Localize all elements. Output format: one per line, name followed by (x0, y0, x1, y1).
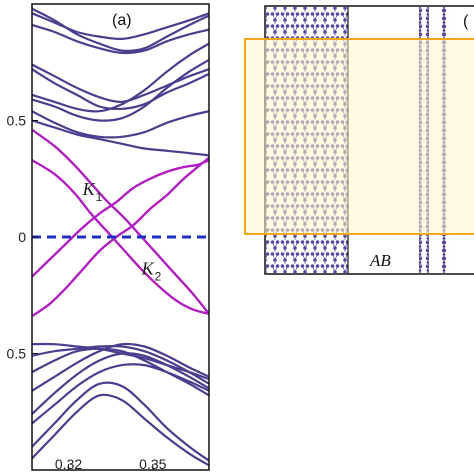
panel-b-label: ( (463, 13, 469, 30)
bulk-band-7 (32, 58, 209, 122)
y-tick-label: 0 (18, 229, 26, 245)
annotation-k2: K (141, 258, 155, 278)
bulk-band-5 (32, 68, 209, 111)
annotation-k1: K (82, 179, 96, 199)
bulk-band-4 (32, 63, 209, 104)
bulk-bands (32, 7, 209, 467)
edge-band-1 (32, 159, 209, 316)
bulk-band-15 (32, 347, 209, 397)
band-annotations: K 1K 2 (82, 179, 162, 283)
y-tick-label: 0.5 (7, 113, 27, 129)
bulk-band-9 (32, 119, 209, 157)
edge-band-2 (32, 128, 209, 315)
x-ticks: 0.32 0.35 (55, 456, 167, 472)
y-ticks: 0.5 0 0.5 (7, 113, 38, 362)
bulk-band-16 (32, 342, 209, 381)
plot-area (32, 4, 209, 470)
bulk-band-17 (32, 344, 209, 385)
panel-a-label: (a) (112, 12, 132, 29)
bulk-band-2 (32, 12, 209, 41)
bulk-band-10 (32, 393, 209, 467)
edge-bands (32, 128, 209, 318)
bulk-band-14 (32, 342, 209, 392)
bulk-band-6 (32, 42, 209, 113)
bulk-band-12 (32, 363, 209, 425)
y-tick-label: 0.5 (7, 346, 27, 362)
edge-band-4 (32, 156, 209, 318)
bulk-band-3 (32, 23, 209, 55)
x-tick-label: 0.35 (139, 456, 166, 472)
panel-a: 0.500.5 0.32 0.35 K 1K 2 (a) (7, 3, 210, 472)
panel-b: ( AB (244, 5, 474, 275)
bulk-band-8 (32, 110, 209, 139)
x-tick-label: 0.32 (55, 456, 82, 472)
annotation-k2-subscript: 2 (155, 269, 162, 283)
stacking-label: AB (369, 251, 391, 270)
bulk-band-11 (32, 381, 209, 462)
annotation-k1-subscript: 1 (96, 190, 103, 204)
highlight-region (244, 38, 474, 235)
edge-band-3 (32, 158, 209, 278)
